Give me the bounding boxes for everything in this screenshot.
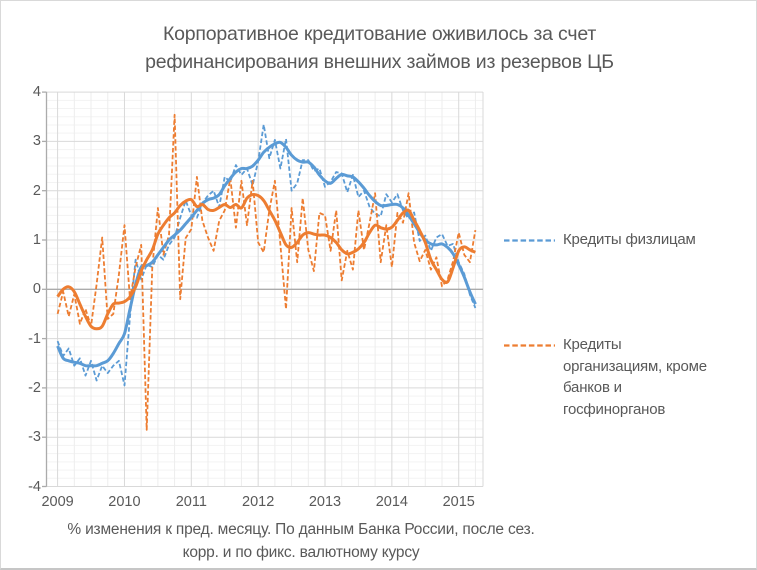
legend-label-organizations-line2: организациям, кроме (563, 357, 707, 375)
legend-item-individuals: Кредиты физлицам (503, 229, 696, 251)
axis-caption-line2: корр. и по фикс. валютному курсу (182, 544, 420, 561)
x-axis-tick-label: 2013 (308, 494, 342, 510)
series-individuals_trend-line (56, 140, 477, 368)
legend-item-organizations: Кредиты организациям, кроме банков и гос… (503, 334, 707, 420)
legend-label-organizations-line3: банков и (563, 379, 622, 396)
legend-label-individuals-line1: Кредиты физлицам (563, 231, 696, 248)
series-individuals_monthly-line (56, 123, 477, 387)
legend-sample-organizations (504, 344, 555, 347)
y-axis-tick-label: -4 (28, 478, 41, 495)
legend-label-organizations-line4: госфинорганов (563, 400, 666, 418)
x-axis-tick-label: 2015 (442, 494, 475, 510)
x-axis-tick-label: 2012 (242, 494, 275, 510)
legend-label-organizations: Кредиты организациям, кроме банков и гос… (563, 334, 707, 420)
y-axis-tick-label: 4 (32, 84, 41, 101)
series-organizations_monthly-line (56, 113, 477, 431)
y-axis-tick-label: 0 (32, 281, 41, 298)
chart-title-line2: рефинансирования внешних займов из резер… (145, 50, 614, 73)
axis-caption: % изменения к пред. месяцу. По данным Ба… (21, 518, 581, 564)
chart-title-line1: Корпоративное кредитование оживилось за … (162, 23, 597, 45)
axis-caption-line1: % изменения к пред. месяцу. По данным Ба… (67, 521, 535, 538)
y-axis-tick-label: 2 (32, 182, 41, 199)
legend-label-individuals: Кредиты физлицам (563, 229, 696, 251)
y-axis-tick-label: -2 (28, 379, 41, 396)
x-axis-tick-label: 2014 (375, 494, 408, 510)
y-axis-tick-label: -1 (28, 330, 41, 347)
x-axis-tick-label: 2010 (108, 494, 141, 510)
series-organizations_trend-line (56, 192, 477, 331)
y-axis-tick-label: -3 (28, 429, 41, 446)
x-axis-tick-label: 2009 (41, 494, 74, 510)
legend-label-organizations-line1: Кредиты (563, 336, 622, 353)
chart-title: Корпоративное кредитование оживилось за … (1, 21, 756, 76)
x-axis-tick-label: 2011 (175, 494, 207, 510)
y-axis-tick-label: 3 (32, 133, 41, 150)
y-axis-tick-label: 1 (32, 232, 41, 248)
legend-sample-individuals (504, 239, 555, 242)
